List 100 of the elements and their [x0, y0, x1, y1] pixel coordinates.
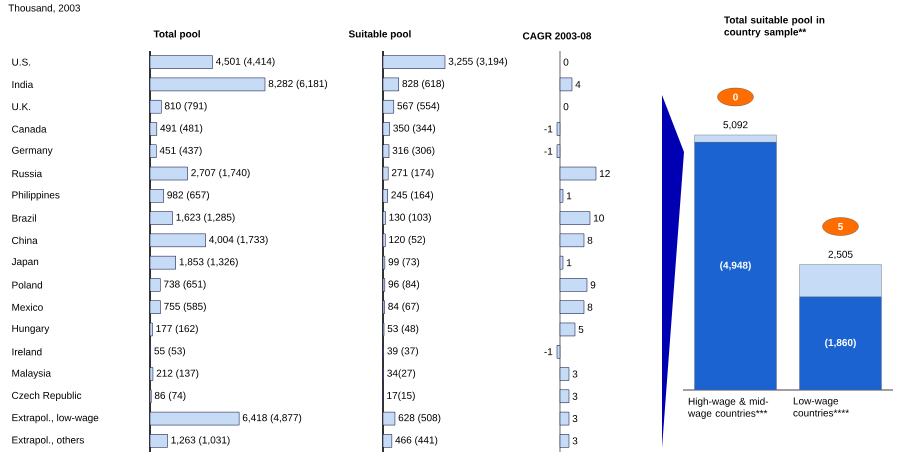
data-label: 350 (344)	[393, 124, 436, 134]
y-tick-label: Brazil	[12, 214, 36, 222]
bar	[150, 434, 168, 448]
bar	[560, 211, 590, 225]
data-label: 1	[566, 259, 572, 266]
data-label: 828 (618)	[402, 80, 444, 90]
y-tick-label: U.S.	[12, 58, 30, 66]
bar	[560, 234, 584, 248]
data-label: 4,004 (1,733)	[209, 236, 268, 246]
bar	[382, 78, 400, 92]
y-tick-label: Czech Republic	[12, 392, 82, 401]
y-tick-label: Ireland	[12, 348, 42, 356]
bar	[150, 122, 158, 136]
data-label: 84 (67)	[388, 302, 419, 312]
data-label: 0	[564, 103, 568, 110]
y-tick-label: U.K.	[12, 103, 30, 110]
bar	[560, 166, 596, 180]
data-label: 5	[578, 326, 584, 333]
bar	[382, 434, 392, 448]
data-label: -1	[544, 126, 552, 132]
y-tick-label: Hungary	[12, 324, 50, 334]
data-label: 34(27)	[387, 369, 416, 379]
data-label: 4,501 (4,414)	[216, 57, 275, 67]
data-label: 99 (73)	[388, 258, 420, 268]
total-label: 5,092	[723, 121, 748, 130]
bar	[150, 367, 154, 381]
data-label: 8,282 (6,181)	[268, 80, 328, 90]
bar	[560, 434, 570, 448]
data-label: 55 (53)	[154, 347, 186, 356]
y-tick-label: Extrapol., others	[12, 436, 84, 446]
data-label: 245 (164)	[391, 191, 434, 200]
y-tick-label: India	[12, 80, 34, 88]
data-label: 86 (74)	[154, 392, 186, 401]
data-label: 567 (554)	[397, 102, 440, 112]
data-label: 810 (791)	[164, 102, 207, 112]
bar	[150, 278, 161, 292]
data-label: 9	[590, 281, 596, 288]
bar	[560, 189, 564, 203]
bar	[150, 100, 162, 114]
y-tick-label: Poland	[12, 281, 42, 289]
data-label: 1,263 (1,031)	[172, 436, 230, 446]
text: Thousand, 2003	[8, 4, 80, 13]
bar	[560, 390, 570, 404]
data-label: 2,707 (1,740)	[191, 168, 250, 178]
bar	[382, 100, 394, 114]
bar	[382, 144, 390, 158]
chart-title: CAGR 2003-08	[522, 32, 592, 40]
data-label: 17(15)	[387, 392, 415, 401]
data-label: 8	[588, 236, 592, 244]
data-label: 3,255 (3,194)	[448, 57, 508, 67]
data-label: 738 (651)	[164, 280, 206, 290]
data-label: 0	[564, 58, 568, 66]
data-label: 1,853 (1,326)	[180, 258, 238, 268]
y-tick-label: Malaysia	[12, 369, 51, 379]
data-label: 4	[575, 80, 580, 88]
data-label: 982 (657)	[167, 191, 210, 200]
bar	[150, 55, 213, 69]
bar	[150, 256, 176, 270]
bar	[150, 412, 240, 426]
data-label: 451 (437)	[160, 146, 202, 156]
data-label: 271 (174)	[392, 168, 434, 178]
data-label: 53 (48)	[388, 324, 418, 334]
y-tick-label: Germany	[12, 146, 53, 156]
bar	[560, 367, 570, 381]
bar	[150, 211, 173, 225]
bar	[382, 412, 396, 426]
data-label: 316 (306)	[392, 146, 434, 156]
y-tick-label: Extrapol., low-wage	[12, 414, 98, 424]
chart-title: Total pool	[154, 30, 200, 40]
data-label: 755 (585)	[164, 302, 206, 312]
data-label: 3	[572, 392, 578, 400]
bar	[382, 166, 388, 180]
data-label: 177 (162)	[156, 324, 198, 334]
bar	[150, 189, 164, 203]
bar	[150, 166, 188, 180]
bar	[382, 55, 446, 69]
y-tick-label: Philippines	[12, 191, 60, 200]
y-tick-label: Canada	[12, 125, 47, 133]
data-label: 39 (37)	[387, 347, 418, 356]
data-label: (1,860)	[825, 338, 856, 348]
data-label: 1	[566, 192, 572, 200]
y-tick-label: Japan	[12, 258, 38, 268]
data-label: 130 (103)	[389, 213, 431, 223]
chart-title: Total suitable pool in country sample**	[724, 16, 824, 38]
data-label: 96 (84)	[388, 280, 420, 290]
data-label: (4,948)	[720, 261, 751, 271]
bar	[556, 144, 560, 158]
y-tick-label: Russia	[12, 170, 42, 178]
annotation: 5	[838, 223, 843, 230]
bar	[556, 344, 560, 358]
text: 0	[733, 93, 738, 101]
data-label: 6,418 (4,877)	[242, 414, 302, 424]
bar	[560, 412, 570, 426]
data-label: -1	[544, 148, 552, 155]
data-label: 120 (52)	[389, 236, 426, 246]
total-label: 2,505	[828, 250, 853, 260]
data-label: 8	[588, 304, 592, 311]
bar	[560, 256, 564, 270]
x-tick-label: High-wage & mid-wage countries***	[688, 398, 768, 419]
bar	[150, 322, 153, 336]
